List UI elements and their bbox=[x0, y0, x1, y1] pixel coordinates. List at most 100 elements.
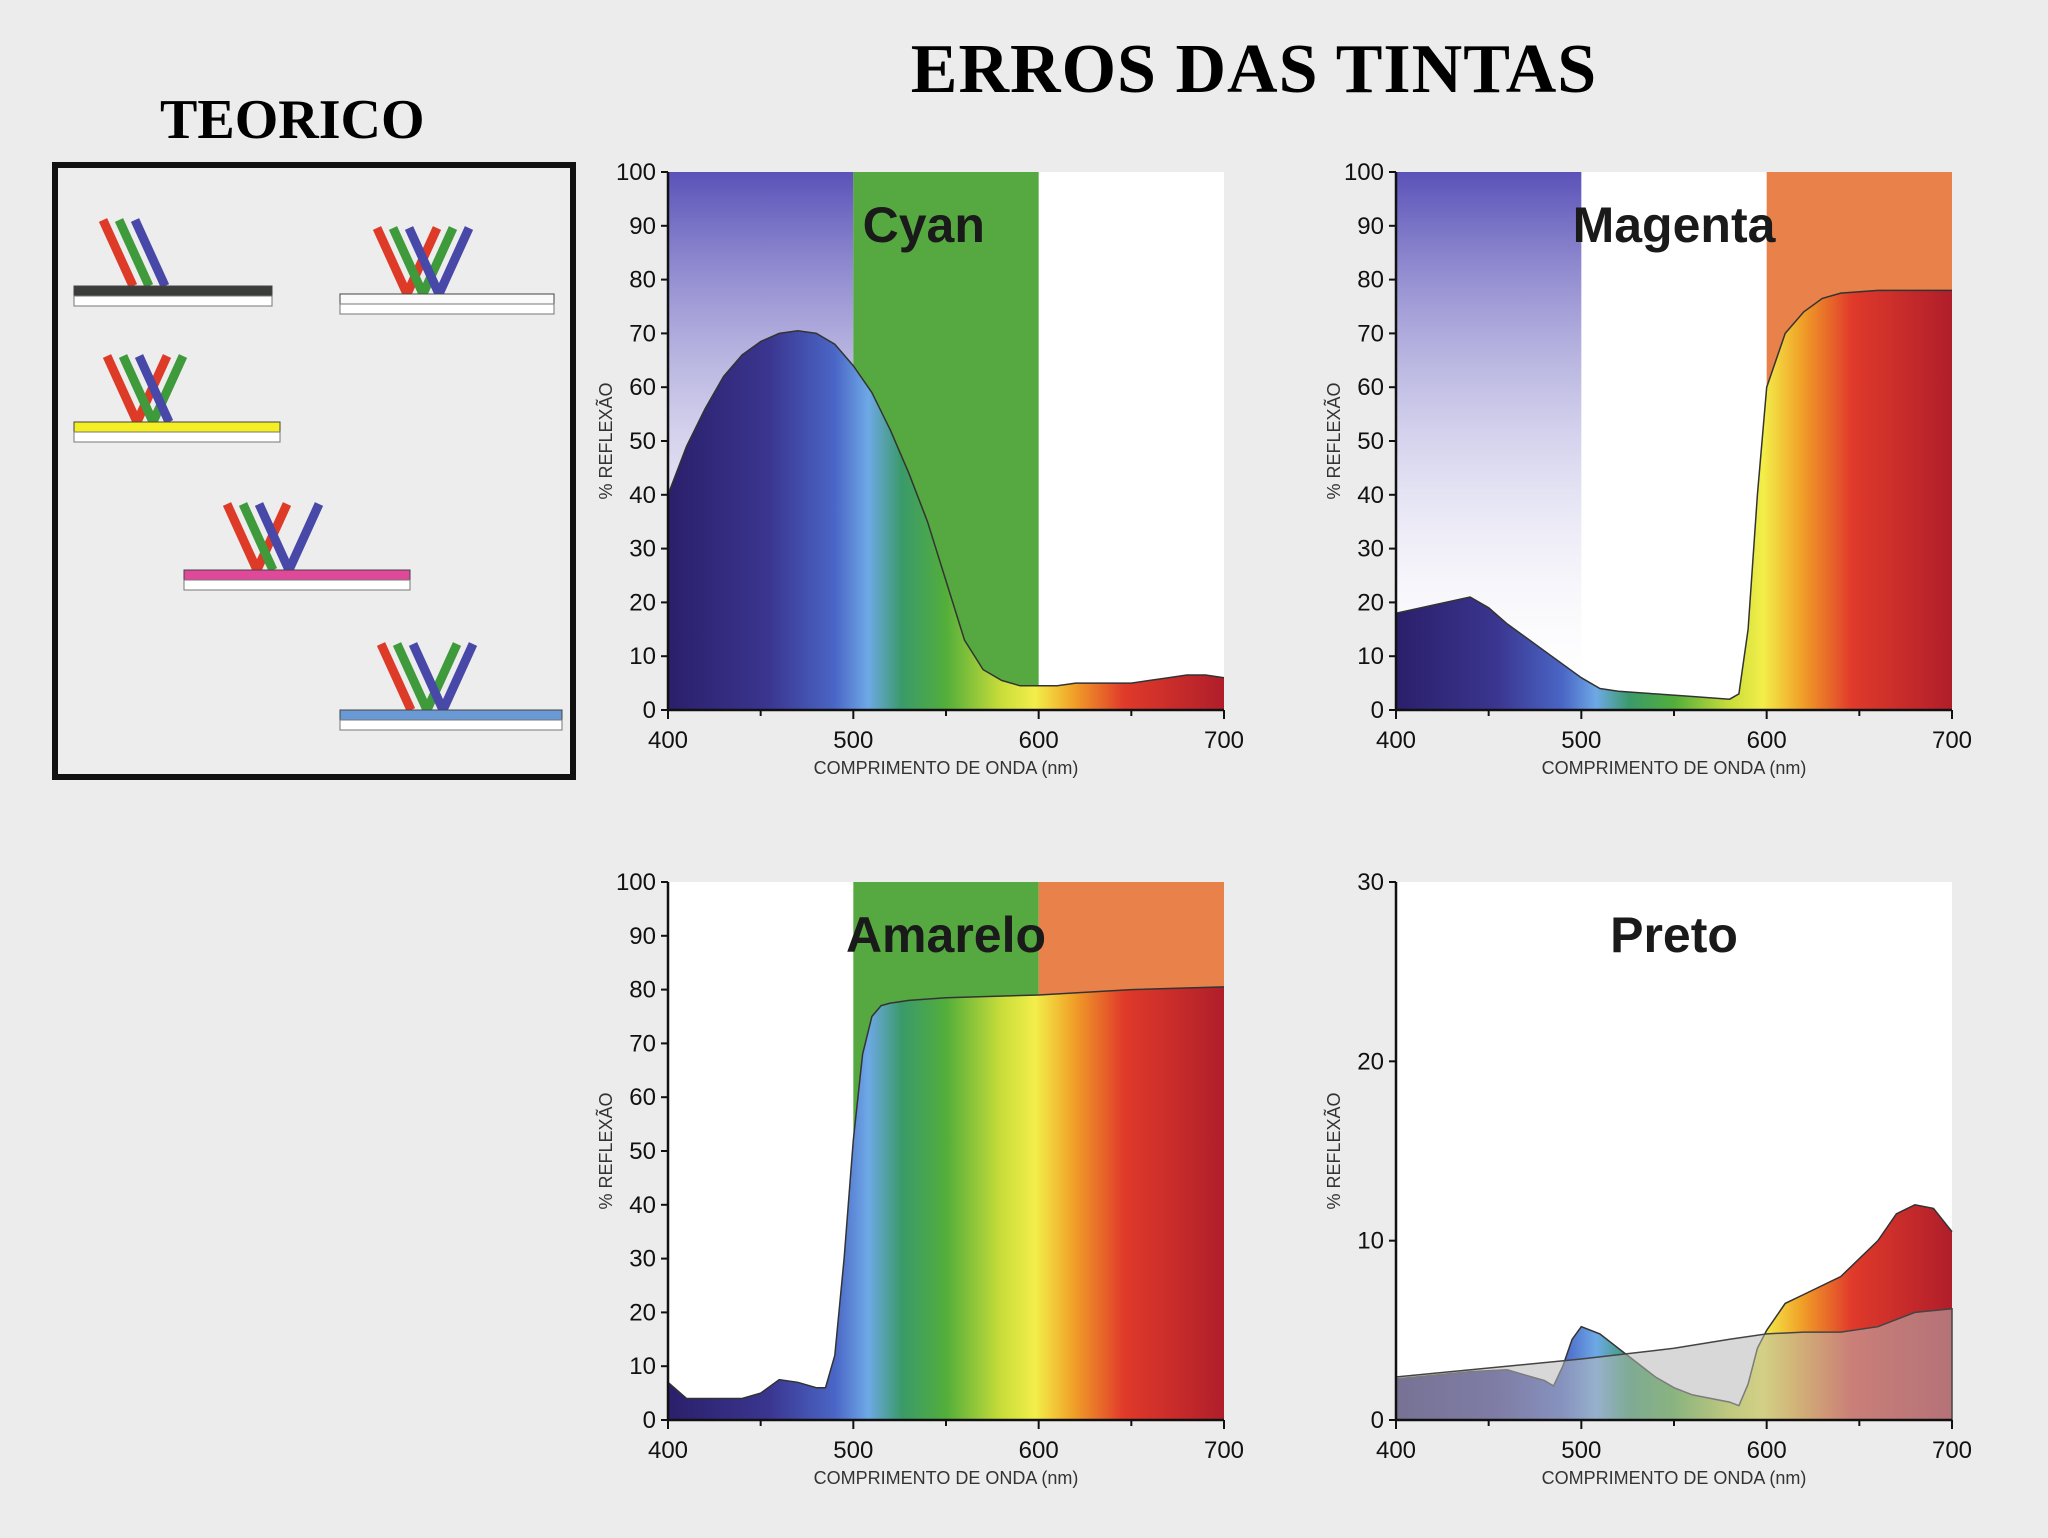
reflectance-line bbox=[667, 329, 1225, 687]
reflectance-line bbox=[667, 986, 1225, 1400]
ray-green-in bbox=[388, 226, 428, 296]
x-tick-label: 600 bbox=[1747, 1437, 1787, 1464]
ray-green-out bbox=[418, 226, 458, 296]
y-tick-label: 40 bbox=[1357, 482, 1384, 509]
y-tick-label: 60 bbox=[629, 1084, 656, 1111]
y-tick-label: 30 bbox=[1357, 536, 1384, 563]
x-axis-label: COMPRIMENTO DE ONDA (nm) bbox=[814, 758, 1079, 778]
y-tick-label: 80 bbox=[629, 267, 656, 294]
ray-blue-in bbox=[130, 218, 170, 288]
theory-cyan-plate bbox=[339, 642, 563, 731]
y-tick-label: 90 bbox=[629, 923, 656, 950]
ray-red-in bbox=[98, 218, 138, 288]
x-tick-label: 400 bbox=[648, 727, 688, 754]
x-tick-label: 400 bbox=[648, 1437, 688, 1464]
y-tick-label: 100 bbox=[1344, 160, 1384, 186]
y-tick-label: 40 bbox=[629, 482, 656, 509]
chart-title: Amarelo bbox=[846, 907, 1046, 963]
y-tick-label: 50 bbox=[629, 428, 656, 455]
y-tick-label: 40 bbox=[629, 1192, 656, 1219]
chart-title: Cyan bbox=[863, 197, 985, 253]
paper-layer bbox=[73, 295, 273, 307]
x-tick-label: 700 bbox=[1204, 1437, 1244, 1464]
y-tick-label: 90 bbox=[1357, 213, 1384, 240]
y-tick-label: 10 bbox=[1357, 1228, 1384, 1255]
ray-red-in bbox=[376, 642, 416, 712]
y-axis-label: % REFLEXÃO bbox=[1323, 382, 1344, 499]
y-tick-label: 0 bbox=[1371, 1407, 1384, 1434]
chart-title: Magenta bbox=[1573, 197, 1777, 253]
ray-red-in bbox=[372, 226, 412, 296]
chart-title: Preto bbox=[1610, 907, 1738, 963]
paper-layer bbox=[183, 579, 411, 591]
y-axis-label: % REFLEXÃO bbox=[595, 1092, 616, 1209]
y-tick-label: 10 bbox=[629, 1353, 656, 1380]
paper-layer bbox=[339, 303, 555, 315]
y-tick-label: 60 bbox=[1357, 374, 1384, 401]
chart-magenta: 0 10 20 30 40 50 60 70 80 90 100 400 500 600 700 COMPRI… bbox=[1306, 160, 1986, 820]
ray-green-in bbox=[238, 502, 278, 572]
x-tick-label: 600 bbox=[1019, 727, 1059, 754]
ray-blue-out bbox=[438, 642, 478, 712]
chart-magenta-svg: 0 10 20 30 40 50 60 70 80 90 100 400 500 600 700 COMPRI… bbox=[1323, 160, 1972, 778]
y-tick-label: 20 bbox=[1357, 589, 1384, 616]
y-tick-label: 100 bbox=[616, 870, 656, 896]
theory-white-plate bbox=[339, 226, 555, 315]
y-tick-label: 30 bbox=[1357, 870, 1384, 896]
ray-green-out bbox=[422, 642, 462, 712]
series-0-area bbox=[1395, 1307, 1953, 1421]
ray-blue-in bbox=[254, 502, 294, 572]
y-tick-label: 70 bbox=[629, 320, 656, 347]
x-tick-label: 400 bbox=[1376, 727, 1416, 754]
y-tick-label: 10 bbox=[629, 643, 656, 670]
y-tick-label: 20 bbox=[1357, 1048, 1384, 1075]
paper-layer bbox=[339, 719, 563, 731]
reflectance-area bbox=[668, 330, 1224, 710]
x-tick-label: 600 bbox=[1019, 1437, 1059, 1464]
y-tick-label: 70 bbox=[1357, 320, 1384, 347]
ink-layer bbox=[339, 709, 563, 721]
ink-layer bbox=[183, 569, 411, 581]
y-tick-label: 90 bbox=[629, 213, 656, 240]
x-tick-label: 500 bbox=[1561, 1437, 1601, 1464]
ray-blue-in bbox=[408, 642, 448, 712]
reflectance-area bbox=[668, 986, 1224, 1420]
x-tick-label: 600 bbox=[1747, 727, 1787, 754]
ray-green-in bbox=[392, 642, 432, 712]
chart-preto: 0 10 20 30 400 500 600 700 COMPRIMENTO DE ONDA (… bbox=[1306, 870, 1986, 1530]
x-tick-label: 500 bbox=[1561, 727, 1601, 754]
y-tick-label: 0 bbox=[643, 1407, 656, 1434]
ink-layer bbox=[73, 285, 273, 297]
chart-preto-svg: 0 10 20 30 400 500 600 700 COMPRIMENTO DE ONDA (… bbox=[1323, 870, 1972, 1488]
ray-green-in bbox=[114, 218, 154, 288]
x-axis-label: COMPRIMENTO DE ONDA (nm) bbox=[1542, 758, 1807, 778]
chart-cyan-svg: 0 10 20 30 40 50 60 70 80 90 100 400 500 600 700 COMPRI… bbox=[595, 160, 1244, 778]
ray-green-in bbox=[118, 354, 158, 424]
theory-title: TEORICO bbox=[160, 89, 425, 151]
y-tick-label: 0 bbox=[643, 697, 656, 724]
theory-diagram bbox=[52, 162, 576, 780]
ray-blue-out bbox=[284, 502, 324, 572]
y-tick-label: 80 bbox=[629, 977, 656, 1004]
x-tick-label: 500 bbox=[833, 1437, 873, 1464]
reflectance-area bbox=[1396, 290, 1952, 710]
chart-amarelo-svg: 0 10 20 30 40 50 60 70 80 90 100 400 500 600 700 COMPRI… bbox=[595, 870, 1244, 1488]
y-tick-label: 30 bbox=[629, 1246, 656, 1273]
x-tick-label: 700 bbox=[1932, 727, 1972, 754]
x-tick-label: 500 bbox=[833, 727, 873, 754]
y-tick-label: 70 bbox=[629, 1030, 656, 1057]
x-axis-label: COMPRIMENTO DE ONDA (nm) bbox=[1542, 1468, 1807, 1488]
y-tick-label: 0 bbox=[1371, 697, 1384, 724]
theory-black-plate bbox=[73, 218, 273, 307]
chart-amarelo: 0 10 20 30 40 50 60 70 80 90 100 400 500 600 700 COMPRI… bbox=[578, 870, 1258, 1530]
ink-layer bbox=[339, 293, 555, 305]
x-tick-label: 700 bbox=[1204, 727, 1244, 754]
reflectance-line bbox=[1395, 289, 1952, 700]
x-tick-label: 400 bbox=[1376, 1437, 1416, 1464]
y-tick-label: 20 bbox=[629, 589, 656, 616]
x-tick-label: 700 bbox=[1932, 1437, 1972, 1464]
ray-green-out bbox=[148, 354, 188, 424]
ray-red-in bbox=[222, 502, 262, 572]
y-tick-label: 50 bbox=[629, 1138, 656, 1165]
x-axis-label: COMPRIMENTO DE ONDA (nm) bbox=[814, 1468, 1079, 1488]
